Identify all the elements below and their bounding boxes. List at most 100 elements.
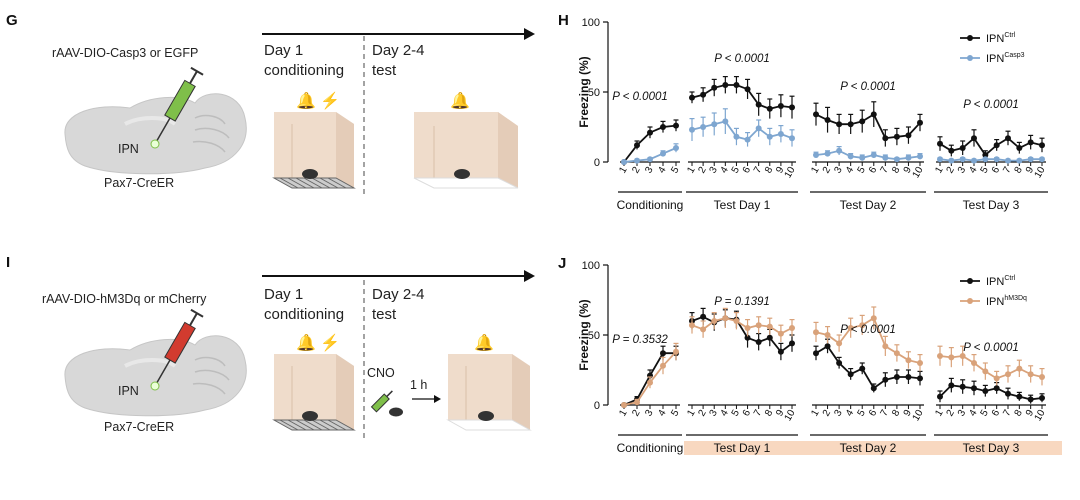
data-point	[948, 147, 955, 154]
data-point	[982, 156, 989, 163]
data-point	[1016, 145, 1023, 151]
series-line	[815, 316, 921, 364]
data-point	[917, 375, 923, 382]
data-point	[859, 365, 866, 372]
legend-marker	[967, 55, 973, 61]
data-point	[993, 375, 1000, 382]
series-line	[691, 84, 793, 110]
data-point	[744, 136, 751, 143]
data-point	[744, 86, 751, 93]
data-point	[993, 385, 1000, 392]
x-tick-label: 9	[774, 165, 787, 176]
data-point	[777, 103, 784, 109]
series-line	[691, 315, 793, 354]
data-point	[959, 156, 966, 163]
x-tick-label: 5	[979, 165, 992, 176]
test-highlight	[684, 441, 808, 455]
data-point	[836, 121, 843, 128]
data-point	[1005, 135, 1011, 142]
cno-injection	[370, 390, 403, 417]
group-label: Test Day 3	[963, 198, 1020, 212]
x-tick-label: 10	[1033, 408, 1048, 424]
series-line	[815, 149, 921, 161]
delay-arrow	[412, 395, 441, 403]
conditioning-chamber-g: 🔔 ⚡	[272, 91, 356, 189]
x-tick-label: 4	[719, 408, 732, 419]
data-point	[673, 122, 679, 129]
group-label: Conditioning	[617, 198, 684, 212]
series-line	[939, 136, 1043, 157]
mouse-label-i: Pax7-CreER	[104, 420, 175, 434]
series-line	[691, 120, 793, 141]
x-tick-label: 5	[856, 165, 869, 176]
bell-icon: 🔔	[296, 334, 316, 352]
data-point	[700, 326, 707, 333]
mouse-icon	[302, 411, 318, 421]
group-label: Conditioning	[617, 441, 684, 455]
x-tick-label: 3	[956, 165, 969, 176]
x-tick-label: 2	[945, 165, 958, 176]
day1-label-i: Day 1	[264, 286, 304, 303]
data-point	[777, 348, 784, 355]
series-line	[939, 355, 1043, 380]
data-point	[882, 154, 889, 161]
x-tick-label: 10	[1033, 165, 1048, 181]
x-tick-label: 3	[832, 408, 845, 419]
legend-superscript: Casp3	[1004, 52, 1024, 59]
data-point	[813, 329, 819, 336]
data-point	[789, 104, 795, 111]
x-tick-label: 5	[669, 165, 682, 176]
data-point	[673, 348, 679, 355]
data-point	[824, 150, 831, 157]
x-tick-label: 8	[1013, 408, 1026, 419]
data-point	[893, 133, 900, 140]
x-tick-label: 6	[867, 165, 880, 176]
x-tick-label: 9	[1024, 408, 1037, 419]
x-tick-label: 5	[669, 408, 682, 419]
data-point	[733, 133, 740, 140]
data-point	[1005, 390, 1011, 397]
x-tick-label: 4	[967, 408, 980, 419]
injection-site	[150, 139, 160, 149]
data-point	[824, 332, 831, 338]
series-line	[815, 344, 921, 390]
data-point	[711, 84, 718, 91]
timeline-arrow-i	[262, 270, 535, 282]
data-point	[1039, 374, 1045, 380]
series-line	[691, 317, 793, 335]
x-tick-label: 3	[832, 165, 845, 176]
mouse-icon	[302, 169, 318, 179]
ventricle	[124, 358, 177, 368]
data-point	[1027, 139, 1034, 146]
data-point	[824, 117, 831, 123]
p-value-label: P < 0.0001	[963, 342, 1019, 354]
x-tick-label: 7	[1001, 408, 1014, 419]
panel-letter-i: I	[6, 254, 11, 271]
data-point	[689, 126, 695, 133]
data-point	[647, 156, 653, 163]
data-point	[766, 105, 773, 112]
x-tick-label: 7	[879, 408, 892, 419]
legend-label: IPNCtrl	[986, 32, 1016, 45]
data-point	[647, 129, 653, 136]
y-axis-label: Freezing (%)	[577, 56, 591, 127]
data-point	[777, 131, 784, 137]
day1-label-g: Day 1	[264, 42, 304, 59]
data-point	[1005, 157, 1011, 164]
data-point	[813, 350, 819, 357]
data-point	[893, 156, 900, 163]
data-point	[1039, 156, 1045, 163]
x-tick-label: 7	[879, 165, 892, 176]
data-point	[905, 132, 912, 139]
x-tick-label: 1	[809, 165, 822, 176]
data-point	[917, 360, 923, 366]
data-point	[755, 339, 762, 345]
data-point	[847, 153, 854, 160]
x-tick-label: 2	[821, 165, 834, 176]
data-point	[836, 360, 843, 366]
p-value-label: P < 0.0001	[612, 91, 668, 103]
legend-marker	[967, 278, 973, 284]
data-point	[917, 153, 923, 160]
cno-label: CNO	[367, 366, 395, 380]
x-tick-label: 1	[809, 408, 822, 419]
